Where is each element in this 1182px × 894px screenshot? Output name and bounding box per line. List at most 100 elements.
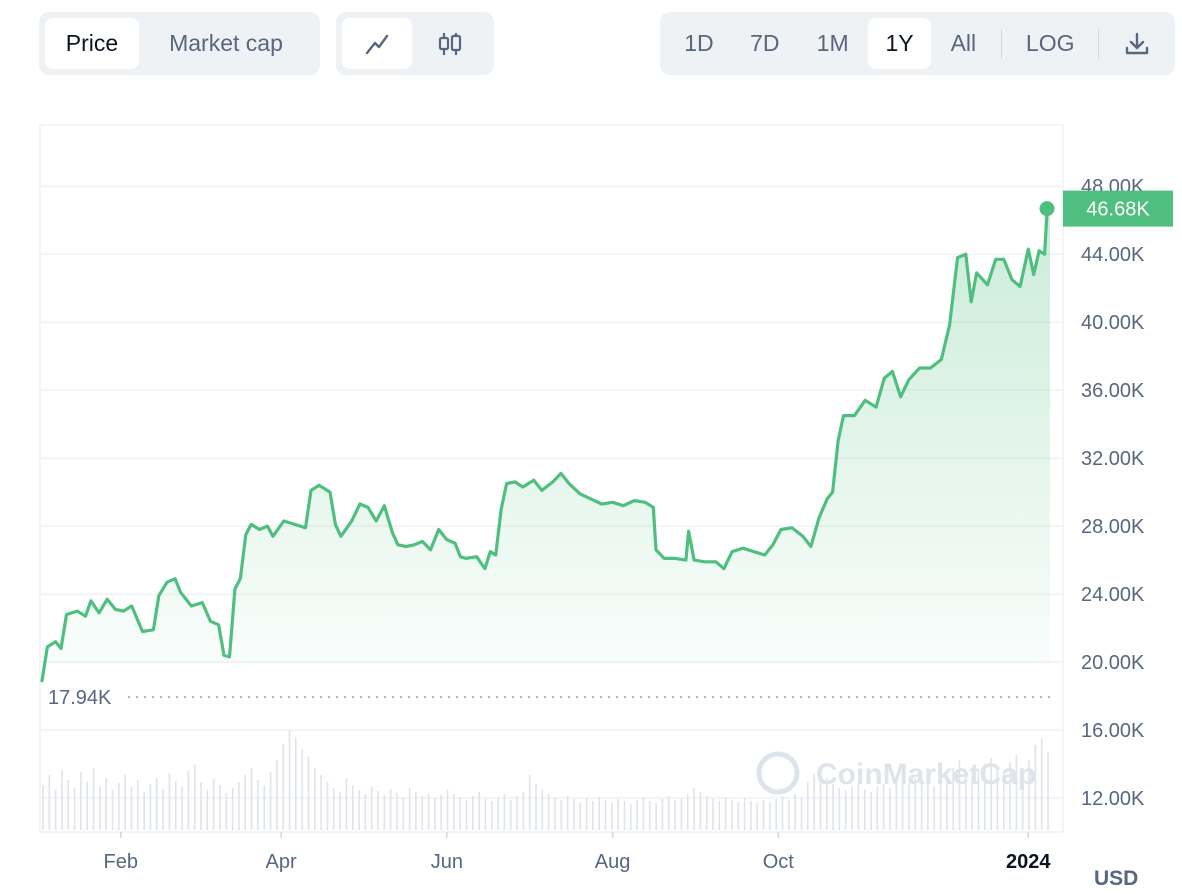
volume-bar bbox=[320, 775, 322, 830]
volume-bar bbox=[844, 790, 847, 830]
range-1d-button[interactable]: 1D bbox=[684, 30, 714, 56]
y-tick-label: 28.00K bbox=[1081, 516, 1145, 538]
volume-bar bbox=[946, 775, 948, 830]
range-1y-button[interactable]: 1Y bbox=[867, 18, 932, 69]
volume-bar bbox=[724, 797, 727, 830]
volume-bar bbox=[503, 794, 506, 830]
volume-bar bbox=[295, 738, 297, 830]
x-tick-label: Aug bbox=[595, 851, 631, 873]
volume-bar bbox=[699, 792, 702, 830]
volume-bar bbox=[667, 796, 670, 830]
volume-bar bbox=[396, 793, 398, 830]
volume-bar bbox=[206, 790, 209, 830]
volume-bar bbox=[149, 784, 152, 830]
volume-bar bbox=[920, 772, 923, 830]
toolbar-divider bbox=[1098, 28, 1100, 59]
watermark-text: CoinMarketCap bbox=[816, 758, 1036, 791]
volume-bar bbox=[648, 801, 651, 830]
volume-bar bbox=[693, 788, 695, 830]
volume-bar bbox=[92, 768, 95, 830]
volume-bar bbox=[554, 797, 556, 830]
volume-bar bbox=[193, 764, 196, 830]
volume-bar bbox=[933, 786, 936, 830]
volume-bar bbox=[282, 744, 284, 830]
range-all-button[interactable]: All bbox=[950, 30, 977, 56]
volume-bar bbox=[705, 796, 708, 830]
volume-bar bbox=[168, 773, 171, 830]
volume-bar bbox=[882, 784, 885, 830]
y-tick-label: 12.00K bbox=[1081, 788, 1145, 810]
volume-bar bbox=[832, 784, 834, 830]
volume-bar bbox=[566, 796, 569, 830]
volume-bar bbox=[636, 800, 638, 830]
volume-bar bbox=[655, 803, 657, 830]
volume-bar bbox=[1002, 772, 1005, 830]
volume-bar bbox=[415, 792, 417, 830]
volume-bar bbox=[137, 780, 139, 830]
volume-bar bbox=[250, 768, 253, 830]
volume-bar bbox=[623, 801, 626, 830]
watermark-logo-icon bbox=[756, 751, 800, 795]
watermark: CoinMarketCap bbox=[756, 751, 1036, 795]
volume-bar bbox=[541, 790, 544, 830]
y-tick-label: 16.00K bbox=[1081, 720, 1145, 742]
volume-bar bbox=[712, 799, 714, 830]
y-tick-label: 20.00K bbox=[1081, 652, 1145, 674]
volume-bar bbox=[522, 792, 525, 830]
volume-bar bbox=[364, 794, 367, 830]
volume-bar bbox=[472, 796, 474, 830]
candlestick-icon bbox=[436, 30, 464, 58]
volume-bar bbox=[642, 797, 645, 830]
chart-type-toggle bbox=[336, 12, 494, 75]
volume-bar bbox=[484, 799, 487, 830]
volume-bar bbox=[269, 772, 272, 830]
volume-bar bbox=[1047, 752, 1049, 830]
volume-bar bbox=[80, 772, 82, 830]
candlestick-button[interactable] bbox=[412, 18, 488, 69]
market-cap-tab[interactable]: Market cap bbox=[169, 30, 283, 56]
last-price-dot bbox=[1039, 201, 1055, 217]
volume-bar bbox=[573, 799, 575, 830]
volume-bar bbox=[130, 787, 133, 830]
metric-toggle: Price Market cap bbox=[39, 12, 320, 75]
volume-bar bbox=[547, 794, 550, 830]
volume-bar bbox=[971, 778, 973, 830]
download-button[interactable] bbox=[1105, 18, 1169, 69]
volume-bar bbox=[370, 786, 373, 830]
volume-bar bbox=[674, 800, 676, 830]
x-tick-label: Jun bbox=[431, 851, 463, 873]
volume-bar bbox=[402, 797, 405, 830]
volume-bar bbox=[181, 786, 183, 830]
volume-bar bbox=[244, 775, 247, 830]
volume-bar bbox=[446, 790, 449, 830]
volume-bar bbox=[231, 788, 234, 830]
volume-bar bbox=[187, 770, 190, 830]
log-scale-button[interactable]: LOG bbox=[1025, 30, 1075, 56]
volume-bar bbox=[857, 782, 860, 830]
last-price-badge bbox=[1063, 190, 1173, 227]
volume-bar bbox=[124, 775, 126, 830]
volume-bar bbox=[762, 800, 765, 830]
volume-bar bbox=[952, 768, 954, 830]
range-7d-button[interactable]: 7D bbox=[750, 30, 780, 56]
volume-bar bbox=[54, 790, 57, 830]
volume-bar bbox=[851, 786, 853, 830]
volume-bar bbox=[788, 800, 790, 830]
volume-bar bbox=[332, 788, 335, 830]
volume-bar bbox=[598, 797, 601, 830]
volume-bar bbox=[459, 797, 461, 830]
price-tab[interactable]: Price bbox=[45, 18, 139, 69]
currency-label: USD bbox=[1094, 867, 1138, 890]
line-chart-button[interactable] bbox=[342, 18, 412, 69]
volume-bar bbox=[434, 798, 436, 830]
volume-bar bbox=[585, 798, 588, 830]
volume-bar bbox=[579, 802, 582, 830]
volume-bar bbox=[750, 801, 752, 830]
min-price-label: 17.94K bbox=[48, 687, 112, 709]
volume-bar bbox=[516, 796, 518, 830]
volume-bar bbox=[794, 794, 796, 830]
volume-bar bbox=[889, 788, 891, 830]
range-1m-button[interactable]: 1M bbox=[816, 30, 849, 56]
volume-bar bbox=[1034, 745, 1037, 830]
